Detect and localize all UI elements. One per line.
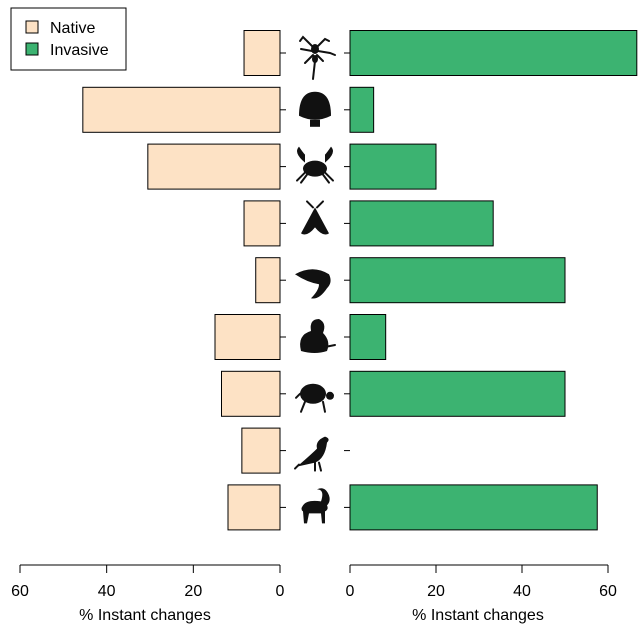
invasive-bar xyxy=(349,30,638,76)
turtle-icon xyxy=(295,382,335,413)
right-axis-tick-label: 0 xyxy=(346,583,355,600)
invasive-bar xyxy=(349,257,566,304)
spider-icon xyxy=(299,36,336,80)
native-bar xyxy=(243,30,281,76)
invasive-bar xyxy=(349,143,437,190)
native-bar xyxy=(227,484,281,531)
native-bar xyxy=(82,86,281,133)
native-bar xyxy=(214,314,281,360)
legend-box xyxy=(10,7,127,71)
taxon-icons xyxy=(294,36,336,524)
moth-icon xyxy=(300,200,330,236)
native-bar xyxy=(147,143,281,190)
icon-ticks xyxy=(280,52,350,508)
bird-icon xyxy=(294,435,330,472)
legend-invasive-swatch xyxy=(25,42,39,56)
left-axis-tick-label: 0 xyxy=(276,583,285,600)
invasive-bar xyxy=(349,370,566,417)
frog-icon xyxy=(299,318,336,354)
left-x-axis: 60 40 20 0 xyxy=(11,564,285,600)
right-axis-tick-label: 60 xyxy=(599,583,617,600)
native-bar xyxy=(255,257,281,304)
left-x-axis-label: % Instant changes xyxy=(79,607,211,624)
right-x-axis-label: % Instant changes xyxy=(412,607,544,624)
native-bar xyxy=(243,200,281,247)
native-bar xyxy=(221,370,281,417)
native-bars xyxy=(82,30,281,531)
chart-legend: Native Invasive xyxy=(10,7,127,71)
left-axis-tick-label: 40 xyxy=(98,583,116,600)
goat-icon xyxy=(301,488,330,524)
legend-invasive-label: Invasive xyxy=(50,42,109,59)
right-x-axis: 0 20 40 60 xyxy=(346,564,617,600)
right-axis-tick-label: 40 xyxy=(513,583,531,600)
invasive-bar xyxy=(349,200,494,247)
fish-icon xyxy=(295,269,331,299)
invasive-bar xyxy=(349,484,598,531)
left-axis-tick-label: 60 xyxy=(11,583,29,600)
shell-icon xyxy=(299,91,331,127)
native-bar xyxy=(241,427,281,474)
invasive-bar xyxy=(349,86,375,133)
legend-native-label: Native xyxy=(50,20,95,37)
crab-icon xyxy=(296,145,334,184)
right-axis-tick-label: 20 xyxy=(427,583,445,600)
invasive-bar xyxy=(349,314,387,360)
legend-native-swatch xyxy=(25,20,39,34)
left-axis-tick-label: 20 xyxy=(184,583,202,600)
invasive-bars xyxy=(349,30,638,531)
